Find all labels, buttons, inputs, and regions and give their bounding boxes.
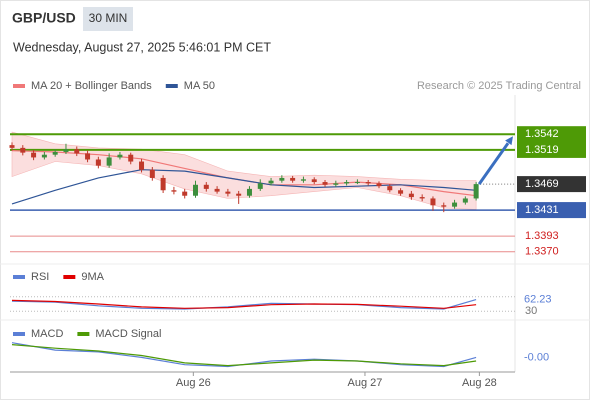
candle-body bbox=[41, 154, 47, 158]
candle-body bbox=[311, 179, 317, 183]
datetime: Wednesday, August 27, 2025 5:46:01 PM CE… bbox=[13, 40, 271, 54]
legend-label: MA 50 bbox=[184, 80, 215, 92]
candle-body bbox=[333, 183, 339, 185]
y-tick-label: 30 bbox=[525, 305, 537, 317]
x-tick-label: Aug 26 bbox=[176, 377, 211, 389]
candle-body bbox=[192, 184, 198, 196]
price-level-label: 1.3431 bbox=[525, 204, 559, 216]
candle-body bbox=[387, 186, 393, 191]
candle-body bbox=[160, 177, 166, 191]
candle-body bbox=[182, 191, 188, 196]
candle-body bbox=[322, 182, 328, 185]
last-value-box bbox=[518, 293, 558, 306]
x-tick-label: Aug 27 bbox=[348, 377, 383, 389]
legend-swatch bbox=[77, 332, 90, 336]
price-level-box bbox=[517, 176, 586, 193]
legend-swatch bbox=[165, 84, 178, 88]
candle-body bbox=[473, 184, 479, 199]
forecast-arrow bbox=[477, 142, 510, 185]
candle-body bbox=[419, 197, 425, 199]
candle-body bbox=[300, 179, 306, 181]
price-level-box bbox=[517, 141, 586, 158]
legend-swatch bbox=[13, 332, 25, 336]
price-level-box bbox=[517, 202, 586, 219]
candle-body bbox=[246, 188, 252, 196]
legend-label: MACD bbox=[31, 328, 63, 340]
candle-body bbox=[31, 152, 37, 158]
candle-body bbox=[225, 191, 231, 194]
candle-body bbox=[398, 190, 404, 194]
candle-body bbox=[354, 182, 360, 184]
candle-body bbox=[171, 190, 177, 192]
symbol: GBP/USD bbox=[12, 10, 76, 26]
indicator-line bbox=[11, 299, 477, 309]
candle-body bbox=[9, 145, 15, 148]
indicator-line bbox=[11, 344, 477, 367]
candle-body bbox=[279, 177, 285, 181]
price-level-label: 1.3519 bbox=[525, 144, 559, 156]
price-level-label: 1.3370 bbox=[525, 246, 559, 258]
candle-body bbox=[85, 153, 91, 160]
price-level-label: 1.3393 bbox=[525, 230, 559, 242]
legend-swatch bbox=[63, 275, 76, 279]
candle-body bbox=[52, 151, 58, 155]
candle-body bbox=[236, 193, 242, 196]
last-value-label: 62.23 bbox=[524, 294, 552, 306]
candle-body bbox=[452, 202, 458, 207]
legend-swatch bbox=[13, 84, 25, 88]
candle-body bbox=[106, 157, 112, 166]
last-value-label: -0.00 bbox=[524, 351, 549, 363]
candle-body bbox=[268, 180, 274, 184]
candle-body bbox=[290, 177, 296, 181]
legend-label: 9MA bbox=[81, 271, 104, 283]
candle-body bbox=[376, 183, 382, 187]
price-level-label: 1.3542 bbox=[525, 128, 559, 140]
indicator-line bbox=[11, 299, 477, 310]
last-value-box bbox=[518, 351, 558, 364]
price-level-box bbox=[517, 126, 586, 143]
candle-body bbox=[139, 161, 145, 170]
candle-body bbox=[203, 184, 209, 189]
legend-label: MA 20 + Bollinger Bands bbox=[31, 80, 152, 92]
forecast-arrow-head bbox=[505, 136, 513, 146]
candle-body bbox=[441, 205, 447, 207]
candle-body bbox=[430, 198, 436, 206]
indicator-line bbox=[11, 169, 477, 205]
candle-body bbox=[117, 154, 123, 158]
candle-body bbox=[408, 193, 414, 198]
candle-body bbox=[214, 188, 220, 192]
candle-body bbox=[149, 169, 155, 178]
candle-body bbox=[95, 159, 101, 166]
price-level-label: 1.3469 bbox=[525, 178, 559, 190]
candle-body bbox=[128, 154, 134, 162]
x-tick-label: Aug 28 bbox=[462, 377, 497, 389]
candle-body bbox=[257, 183, 263, 189]
legend-label: RSI bbox=[31, 271, 49, 283]
timeframe-box bbox=[83, 7, 133, 31]
candle-body bbox=[365, 182, 371, 184]
candle-body bbox=[74, 149, 80, 154]
credit: Research © 2025 Trading Central bbox=[417, 80, 581, 92]
legend-label: MACD Signal bbox=[95, 328, 161, 340]
candle-body bbox=[20, 147, 26, 153]
candle-body bbox=[344, 182, 350, 184]
candle-body bbox=[63, 149, 69, 152]
legend-swatch bbox=[13, 275, 25, 279]
timeframe: 30 MIN bbox=[89, 11, 128, 25]
candle-body bbox=[462, 198, 468, 203]
